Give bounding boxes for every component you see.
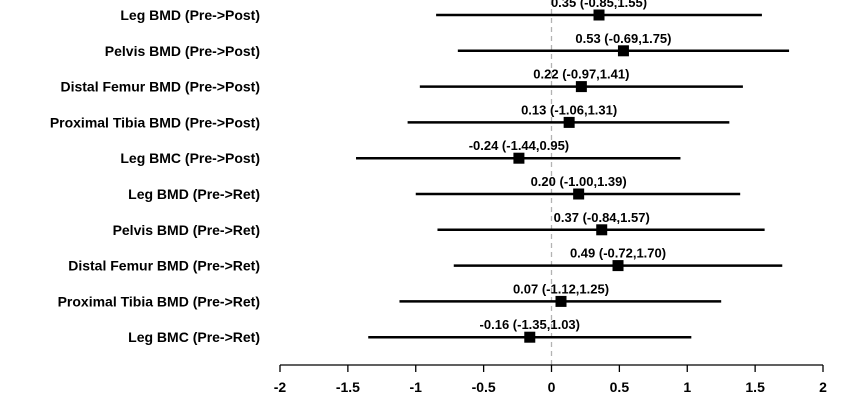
estimate-annotation: 0.13 (-1.06,1.31)	[521, 102, 617, 117]
estimate-annotation: -0.16 (-1.35,1.03)	[480, 317, 580, 332]
forest-row: Distal Femur BMD (Pre->Post) 0.22 (-0.97,…	[60, 67, 743, 95]
row-label: Proximal Tibia BMD (Pre->Post)	[50, 114, 260, 130]
forest-row: Proximal Tibia BMD (Pre->Post) 0.13 (-1.0…	[50, 102, 730, 130]
point-estimate-marker	[596, 224, 608, 236]
row-label: Leg BMC (Pre->Post)	[120, 150, 260, 166]
forest-row: Distal Femur BMD (Pre->Ret) 0.49 (-0.72,1…	[68, 246, 783, 274]
forest-row: Leg BMD (Pre->Post) 0.35 (-0.85,1.55)	[120, 0, 762, 23]
x-tick-label: 0.5	[610, 379, 630, 395]
x-tick-label: 0	[548, 379, 556, 395]
estimate-annotation: 0.35 (-0.85,1.55)	[551, 0, 647, 10]
x-tick-label: -2	[274, 379, 287, 395]
estimate-annotation: 0.53 (-0.69,1.75)	[575, 31, 671, 46]
x-tick-label: -1	[410, 379, 423, 395]
estimate-annotation: -0.24 (-1.44,0.95)	[469, 138, 569, 153]
point-estimate-marker	[524, 331, 536, 343]
forest-row: Pelvis BMD (Pre->Ret) 0.37 (-0.84,1.57)	[113, 210, 765, 238]
x-tick-label: -1.5	[336, 379, 360, 395]
x-tick-label: 1.5	[745, 379, 765, 395]
forest-row: Pelvis BMD (Pre->Post) 0.53 (-0.69,1.75)	[105, 31, 790, 59]
row-label: Leg BMD (Pre->Ret)	[128, 186, 260, 202]
point-estimate-marker	[563, 116, 575, 128]
forest-row: Leg BMC (Pre->Post) -0.24 (-1.44,0.95)	[120, 138, 681, 166]
row-label: Proximal Tibia BMD (Pre->Ret)	[58, 293, 260, 309]
forest-row: Leg BMC (Pre->Ret) -0.16 (-1.35,1.03)	[128, 317, 692, 345]
row-label: Leg BMD (Pre->Post)	[120, 7, 260, 23]
point-estimate-marker	[593, 9, 605, 21]
point-estimate-marker	[617, 45, 629, 57]
row-label: Distal Femur BMD (Pre->Ret)	[68, 258, 260, 274]
point-estimate-marker	[612, 260, 624, 272]
estimate-annotation: 0.49 (-0.72,1.70)	[570, 246, 666, 261]
point-estimate-marker	[575, 81, 587, 93]
forest-row: Proximal Tibia BMD (Pre->Ret) 0.07 (-1.12…	[58, 281, 722, 309]
forest-row: Leg BMD (Pre->Ret) 0.20 (-1.00,1.39)	[128, 174, 741, 202]
point-estimate-marker	[513, 152, 525, 164]
row-label: Distal Femur BMD (Pre->Post)	[60, 79, 260, 95]
point-estimate-marker	[555, 295, 567, 307]
x-tick-label: -0.5	[472, 379, 496, 395]
point-estimate-marker	[573, 188, 585, 200]
row-label: Leg BMC (Pre->Ret)	[128, 329, 260, 345]
x-tick-label: 2	[819, 379, 827, 395]
estimate-annotation: 0.20 (-1.00,1.39)	[531, 174, 627, 189]
estimate-annotation: 0.07 (-1.12,1.25)	[513, 281, 609, 296]
row-label: Pelvis BMD (Pre->Post)	[105, 43, 260, 59]
x-axis-ticks: -2 -1.5 -1 -0.5 0 0.5 1 1.5 2	[274, 365, 827, 395]
estimate-annotation: 0.22 (-0.97,1.41)	[533, 67, 629, 82]
x-tick-label: 1	[683, 379, 691, 395]
row-label: Pelvis BMD (Pre->Ret)	[113, 222, 260, 238]
forest-rows: Leg BMD (Pre->Post) 0.35 (-0.85,1.55) Pelv…	[50, 0, 790, 345]
estimate-annotation: 0.37 (-0.84,1.57)	[554, 210, 650, 225]
